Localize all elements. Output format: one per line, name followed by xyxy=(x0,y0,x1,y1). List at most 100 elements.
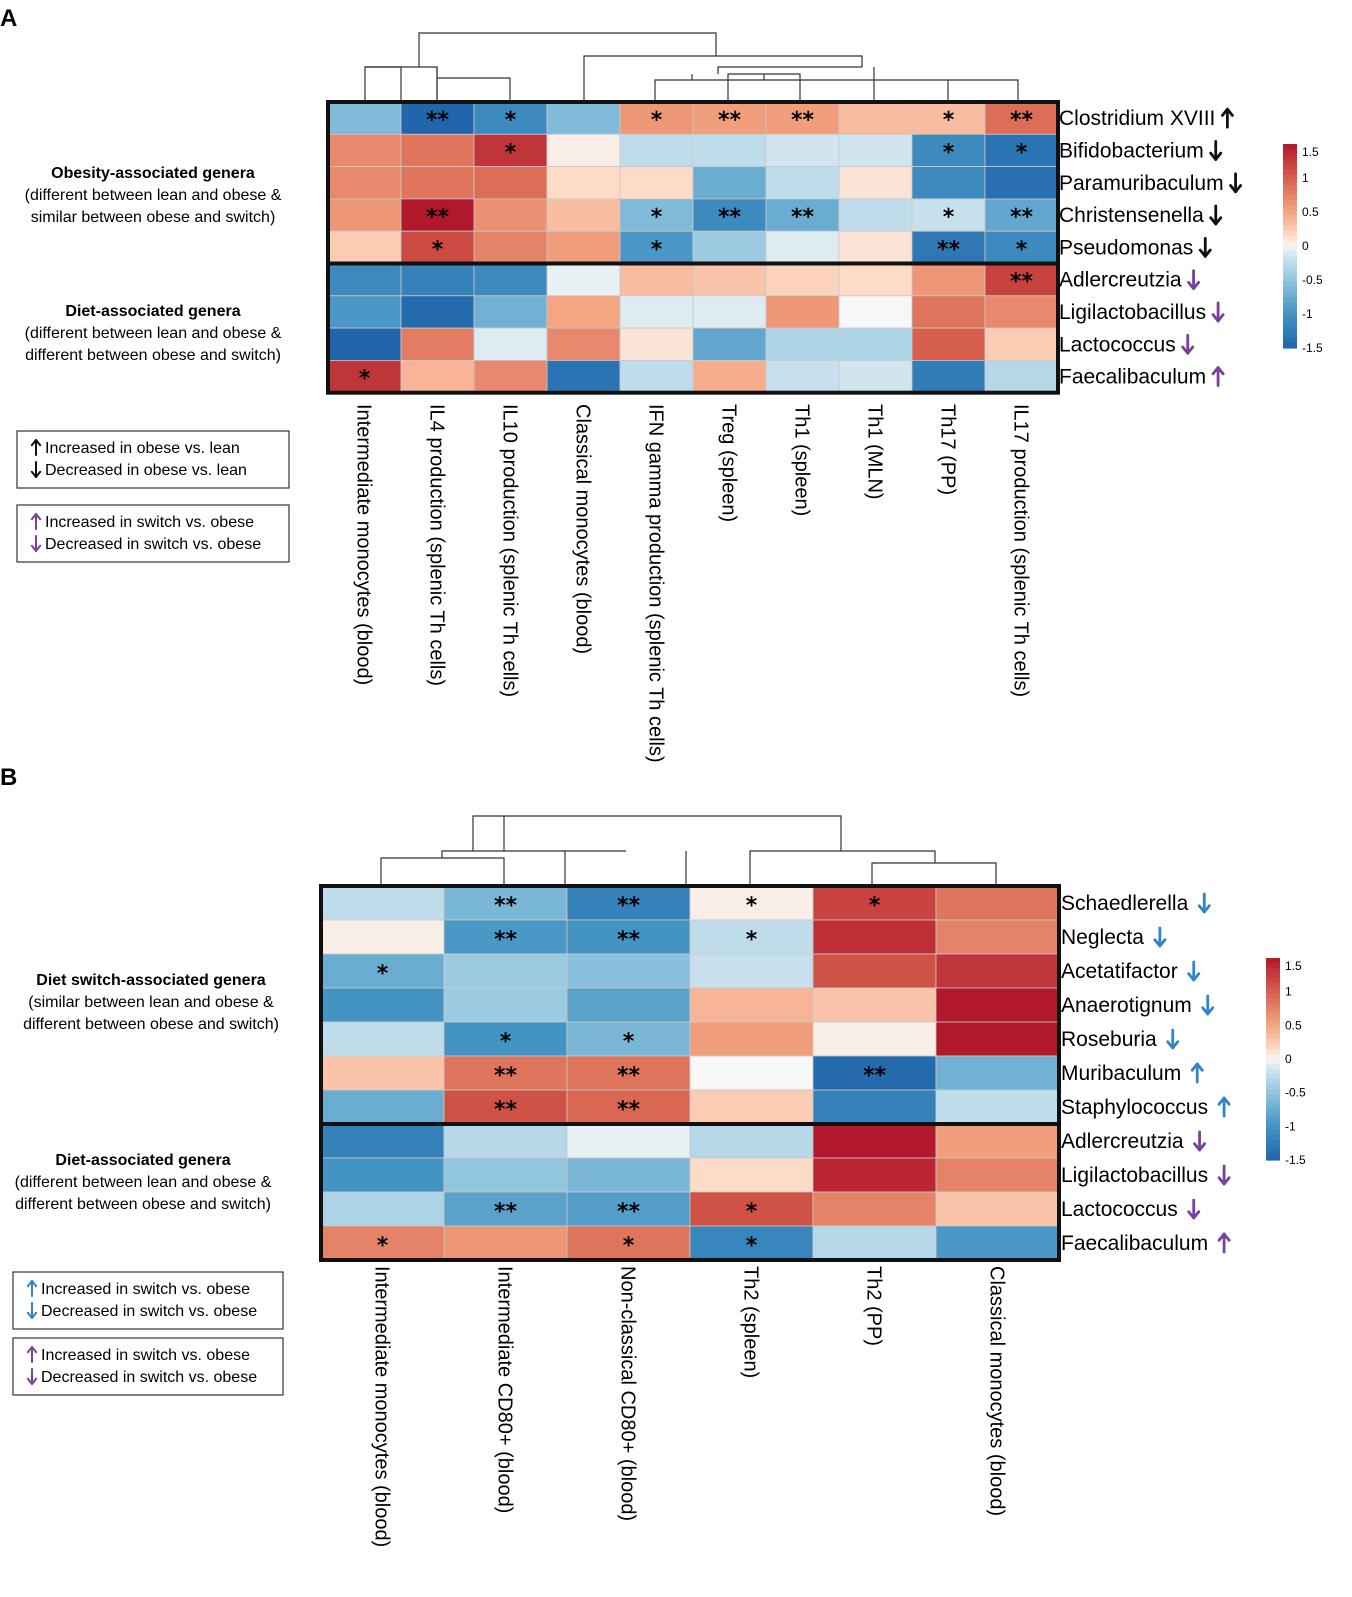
significance-mark: ** xyxy=(617,1064,641,1089)
heatmap-cell xyxy=(911,230,986,264)
heatmap-cell xyxy=(443,919,568,955)
heatmap-cell xyxy=(812,1191,937,1227)
heatmap-cell xyxy=(327,263,402,297)
row-arrow-purple-up-icon xyxy=(1217,1232,1231,1254)
legend-entry: Increased in switch vs. obese xyxy=(41,1347,250,1364)
significance-mark: * xyxy=(869,894,881,919)
heatmap-cell xyxy=(327,327,402,361)
heatmap-cell xyxy=(935,1021,1060,1057)
heatmap-cell xyxy=(320,1021,445,1057)
color-scale-segment xyxy=(1266,1048,1280,1055)
significance-mark: * xyxy=(746,894,758,919)
color-scale-segment xyxy=(1266,1018,1280,1025)
heatmap-cell xyxy=(984,295,1059,329)
legend-arrow-down-icon-head xyxy=(30,470,42,478)
row-label: Muribaculum xyxy=(1061,1062,1181,1085)
row-group-annotations: Diet switch-associated genera (similar be… xyxy=(15,972,279,1213)
row-arrow-purple-down-icon-head xyxy=(1193,1142,1207,1152)
legend-entry: Increased in switch vs. obese xyxy=(41,1281,250,1298)
heatmap-cells: ******************************** xyxy=(327,101,1059,394)
legend-arrow-down-icon xyxy=(26,1302,38,1319)
heatmap-cell xyxy=(984,166,1059,200)
significance-mark: ** xyxy=(494,1064,518,1089)
legend-arrow-up-icon xyxy=(26,1346,38,1363)
significance-mark: ** xyxy=(863,1064,887,1089)
heatmap-cell xyxy=(566,919,691,955)
heatmap-cell xyxy=(935,987,1060,1023)
color-scale-tick: -0.5 xyxy=(1302,273,1323,287)
row-label: Paramuribaculum xyxy=(1059,172,1224,195)
color-scale-segment xyxy=(1283,189,1297,196)
color-scale-tick: 0 xyxy=(1302,239,1309,253)
legend-arrow-up-icon-head xyxy=(30,439,42,447)
group-frames xyxy=(319,884,1061,1262)
column-label: IFN gamma production (splenic Th cells) xyxy=(645,404,667,763)
color-scale-segment xyxy=(1266,958,1280,964)
color-scale-segment xyxy=(1266,1094,1280,1100)
heatmap-cell xyxy=(692,327,767,361)
color-scale-segment xyxy=(1266,1064,1280,1070)
heatmap-cell xyxy=(935,1191,1060,1227)
color-scale-segment xyxy=(1283,342,1297,349)
row-label: Lactococcus xyxy=(1059,333,1176,356)
row-arrow-blue-up-icon-head xyxy=(1190,1062,1204,1072)
heatmap-cell xyxy=(327,198,402,232)
dendrogram-branch-10 xyxy=(717,66,862,74)
color-scale-segment xyxy=(1283,159,1297,165)
legend-arrow-up-icon-head xyxy=(26,1346,38,1354)
significance-mark: * xyxy=(651,108,663,133)
significance-mark: * xyxy=(651,205,663,230)
significance-mark: * xyxy=(1016,237,1028,262)
row-label: Faecalibaculum xyxy=(1059,366,1206,389)
heatmap-cell xyxy=(327,295,402,329)
heatmap-cell xyxy=(765,327,840,361)
dendrogram-branch-7 xyxy=(871,862,997,884)
heatmap-cell xyxy=(838,101,913,135)
column-label: IL4 production (splenic Th cells) xyxy=(426,404,448,686)
significance-mark: * xyxy=(432,237,444,262)
color-scale-segment xyxy=(1283,271,1297,278)
heatmap-cell xyxy=(765,198,840,232)
heatmap-cell xyxy=(935,1225,1060,1261)
significance-mark: * xyxy=(746,1200,758,1225)
legend-entry: Decreased in switch vs. obese xyxy=(45,536,261,553)
row-label: Clostridium XVIII xyxy=(1059,107,1215,130)
heatmap-cell xyxy=(566,953,691,989)
color-scale-segment xyxy=(1266,1089,1280,1095)
row-arrow-purple-down-icon xyxy=(1217,1164,1231,1186)
row-arrow-purple-up-icon-head xyxy=(1211,366,1225,376)
column-label: Th2 (PP) xyxy=(863,1266,885,1346)
color-scale-tick: -0.5 xyxy=(1285,1086,1306,1100)
heatmap-cell xyxy=(689,1157,814,1193)
heatmap-cell xyxy=(320,885,445,921)
heatmap-cell xyxy=(689,1123,814,1159)
significance-mark: ** xyxy=(617,1200,641,1225)
row-arrow-blue-down-icon-head xyxy=(1201,1006,1215,1016)
heatmap-cell xyxy=(812,987,937,1023)
color-scale-segment xyxy=(1283,179,1297,186)
dendrogram-branch-1 xyxy=(437,77,511,100)
legend-arrow-up-icon xyxy=(30,439,42,456)
color-scale-segment xyxy=(1266,1079,1280,1085)
color-scale-segment xyxy=(1266,1134,1280,1141)
column-label: Intermediate CD80+ (blood) xyxy=(494,1266,516,1513)
legend-arrow-up-icon xyxy=(30,513,42,530)
heatmap-cell xyxy=(400,359,475,394)
color-scale-segment xyxy=(1266,1114,1280,1121)
color-scale-segment xyxy=(1266,1124,1280,1131)
heatmap-cell xyxy=(935,1089,1060,1125)
color-scale-segment xyxy=(1266,1119,1280,1126)
color-scale-segment xyxy=(1283,291,1297,298)
color-scale-segment xyxy=(1283,337,1297,344)
color-scale-segment xyxy=(1283,235,1297,242)
heatmap-cell xyxy=(320,919,445,955)
group-description: (different between lean and obese & xyxy=(25,325,282,342)
row-arrow-purple-down-icon-head xyxy=(1211,313,1225,323)
row-label: Ligilactobacillus xyxy=(1059,301,1206,324)
color-scale-tick: 0.5 xyxy=(1285,1018,1302,1032)
legend-box xyxy=(16,430,290,489)
heatmap-cell xyxy=(765,230,840,264)
legend-box xyxy=(12,1271,284,1330)
row-arrow-blue-down-icon xyxy=(1187,960,1201,982)
column-label: Th1 (spleen) xyxy=(791,404,813,516)
